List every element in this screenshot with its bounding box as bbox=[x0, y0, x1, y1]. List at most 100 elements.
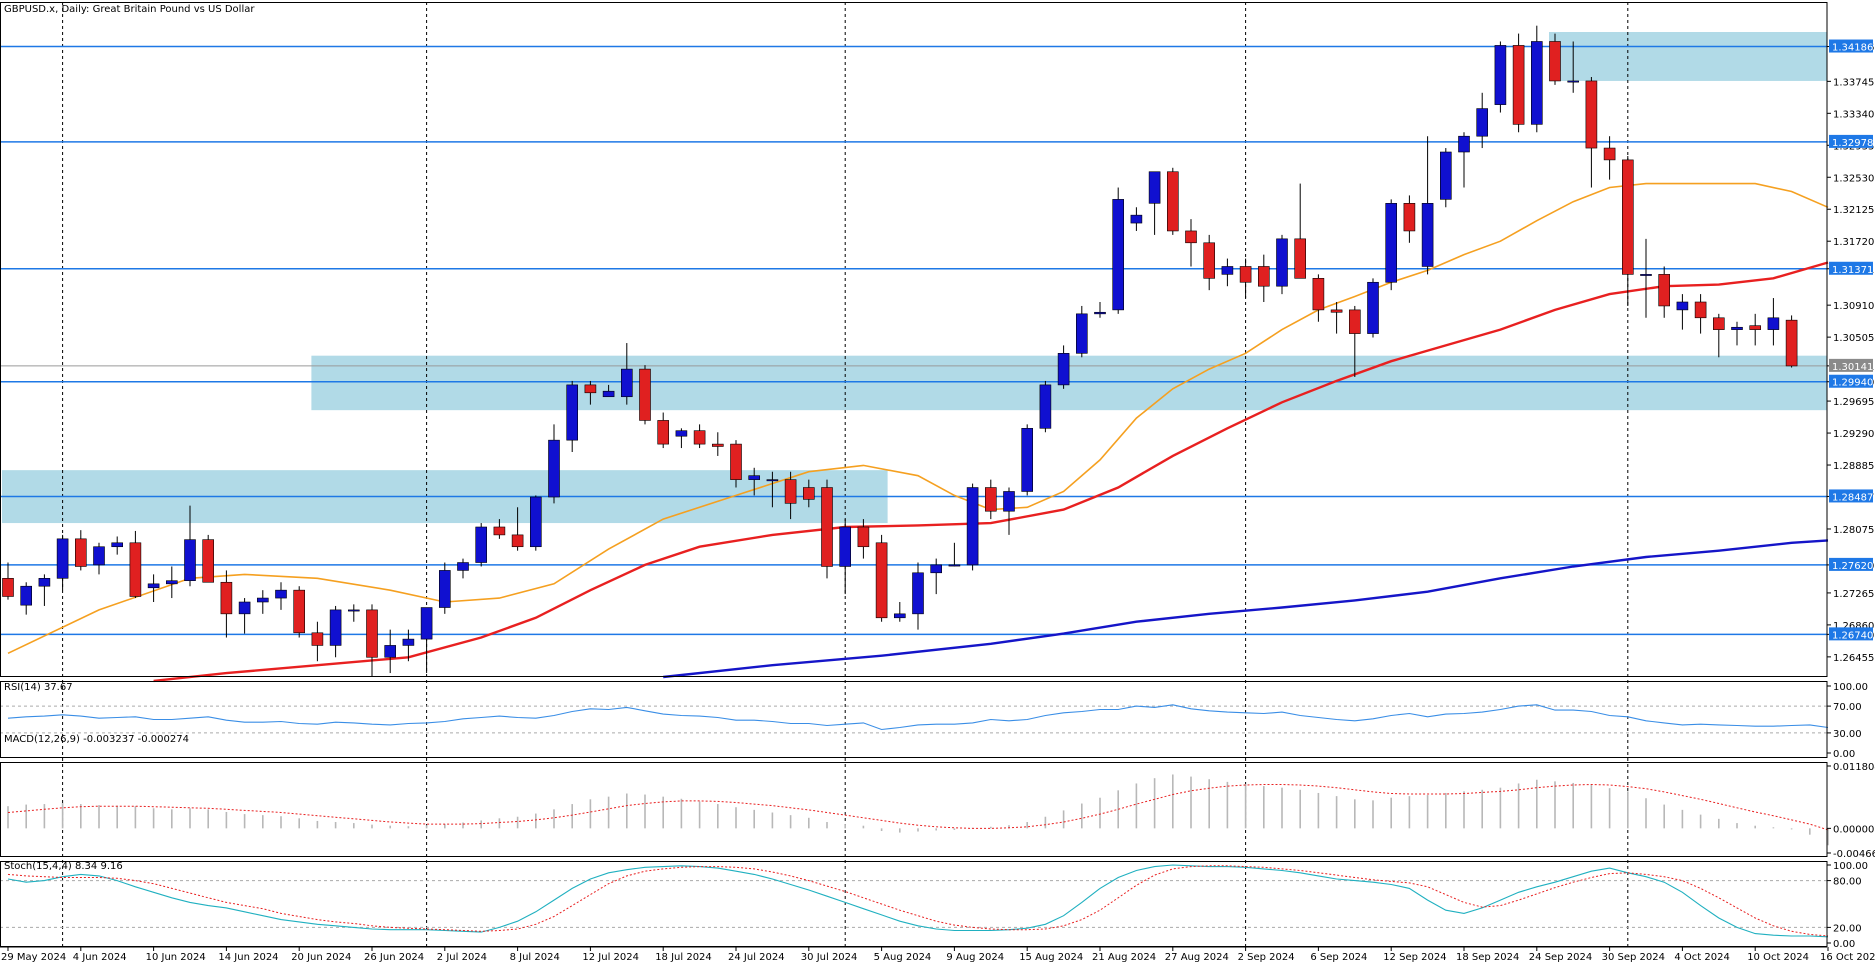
candle bbox=[912, 562, 924, 630]
candle bbox=[1076, 305, 1088, 358]
candle bbox=[1312, 274, 1325, 322]
price-tick-label: 1.29695 bbox=[1833, 397, 1874, 408]
candle bbox=[238, 598, 251, 634]
bull-candle-body bbox=[1094, 311, 1106, 315]
bear-candle-body bbox=[1330, 309, 1343, 313]
time-tick-label: 4 Jun 2024 bbox=[73, 952, 127, 963]
bull-candle-body bbox=[1421, 203, 1434, 267]
candle bbox=[930, 558, 943, 595]
bull-candle-body bbox=[839, 526, 852, 567]
bull-candle-body bbox=[1276, 238, 1288, 287]
candle bbox=[1767, 298, 1780, 346]
bull-candle-body bbox=[1021, 428, 1034, 492]
candle bbox=[1785, 315, 1798, 368]
indicator-tick-label: 20.00 bbox=[1833, 923, 1862, 934]
time-tick-label: 20 Jun 2024 bbox=[291, 952, 351, 963]
bull-candle-body bbox=[1476, 108, 1488, 137]
candle bbox=[438, 562, 451, 614]
candle bbox=[402, 629, 415, 662]
price-tick-label: 1.26455 bbox=[1833, 653, 1874, 664]
candle bbox=[1549, 33, 1561, 85]
bear-candle-body bbox=[1749, 325, 1761, 330]
bear-candle-body bbox=[1713, 317, 1725, 330]
bull-candle-body bbox=[566, 384, 579, 441]
bull-candle-body bbox=[457, 562, 469, 571]
bear-candle-body bbox=[293, 589, 306, 634]
bull-candle-body bbox=[1385, 203, 1397, 283]
candle bbox=[166, 566, 178, 599]
ma_short-line bbox=[7, 182, 1829, 655]
candle bbox=[1003, 487, 1015, 535]
bull-candle-body bbox=[1367, 281, 1379, 334]
price-tag bbox=[1829, 627, 1873, 641]
candle bbox=[1512, 33, 1525, 133]
macd-pane-frame bbox=[0, 762, 1828, 857]
time-tick-label: 12 Sep 2024 bbox=[1383, 952, 1446, 963]
bear-candle-body bbox=[1694, 301, 1707, 319]
bear-candle-body bbox=[129, 542, 142, 597]
candle bbox=[1239, 258, 1252, 299]
indicator-tick-label: 80.00 bbox=[1833, 877, 1862, 888]
time-tick-label: 21 Aug 2024 bbox=[1092, 952, 1156, 963]
bear-candle-body bbox=[875, 542, 888, 619]
candle bbox=[839, 519, 852, 595]
price-tick-label: 1.28075 bbox=[1833, 525, 1874, 536]
bull-candle-body bbox=[948, 564, 961, 567]
bear-candle-body bbox=[1512, 45, 1525, 125]
bull-candle-body bbox=[1221, 266, 1234, 275]
candle bbox=[529, 495, 542, 551]
price-tick-label: 1.31720 bbox=[1833, 237, 1874, 248]
candle bbox=[293, 586, 306, 638]
price-tick-label: 1.30910 bbox=[1833, 301, 1874, 312]
price-tick-label: 1.32530 bbox=[1833, 173, 1874, 184]
time-tick-label: 24 Sep 2024 bbox=[1529, 952, 1592, 963]
bear-candle-body bbox=[821, 487, 833, 567]
candle bbox=[1130, 207, 1143, 231]
bear-candle-body bbox=[711, 443, 724, 447]
time-tick-label: 6 Sep 2024 bbox=[1310, 952, 1367, 963]
bull-candle-body bbox=[256, 597, 269, 603]
stoch-main-line bbox=[7, 864, 1829, 938]
macd-tick-label: -0.004666 bbox=[1833, 849, 1875, 860]
candle bbox=[1112, 187, 1124, 314]
time-tick-label: 30 Sep 2024 bbox=[1602, 952, 1665, 963]
time-tick-label: 4 Oct 2024 bbox=[1674, 952, 1729, 963]
bear-candle-body bbox=[984, 487, 997, 512]
time-tick-label: 15 Aug 2024 bbox=[1019, 952, 1083, 963]
candle bbox=[821, 479, 833, 579]
time-tick-label: 10 Oct 2024 bbox=[1747, 952, 1809, 963]
candle bbox=[1221, 258, 1234, 287]
ma_mid-line bbox=[153, 261, 1829, 683]
candle bbox=[1622, 155, 1634, 306]
bull-candle-body bbox=[1057, 353, 1070, 386]
bear-candle-body bbox=[493, 526, 506, 536]
chart-title: GBPUSD.x, Daily: Great Britain Pound vs … bbox=[4, 4, 255, 15]
price-tick-label: 1.33745 bbox=[1833, 77, 1874, 88]
pane-frames bbox=[0, 2, 1828, 947]
bear-candle-body bbox=[2, 578, 14, 597]
bull-candle-body bbox=[893, 613, 906, 619]
horizontal-lines bbox=[0, 45, 1827, 636]
bull-candle-body bbox=[766, 479, 779, 482]
candle bbox=[1148, 171, 1161, 235]
bear-candle-body bbox=[1603, 147, 1616, 161]
price-tag-label: 1.30141 bbox=[1832, 362, 1873, 373]
candle bbox=[1021, 424, 1034, 496]
candle bbox=[893, 602, 906, 622]
bull-candle-body bbox=[1003, 491, 1015, 512]
bull-candle-body bbox=[912, 572, 924, 615]
time-tick-label: 9 Aug 2024 bbox=[946, 952, 1004, 963]
candle bbox=[802, 479, 815, 508]
bull-candle-body bbox=[1494, 45, 1507, 105]
candle bbox=[1185, 219, 1197, 267]
time-tick-label: 29 May 2024 bbox=[1, 952, 66, 963]
time-axis: 29 May 2024 4 Jun 2024 10 Jun 2024 14 Jun 2… bbox=[0, 946, 1875, 963]
indicator-tick-label: 100.00 bbox=[1833, 861, 1868, 872]
candle bbox=[966, 483, 979, 571]
bear-candle-body bbox=[202, 539, 214, 583]
candle bbox=[784, 471, 797, 520]
candle bbox=[1440, 148, 1452, 208]
bull-candle-body bbox=[548, 439, 560, 498]
candle bbox=[147, 574, 160, 602]
time-tick-label: 26 Jun 2024 bbox=[364, 952, 424, 963]
